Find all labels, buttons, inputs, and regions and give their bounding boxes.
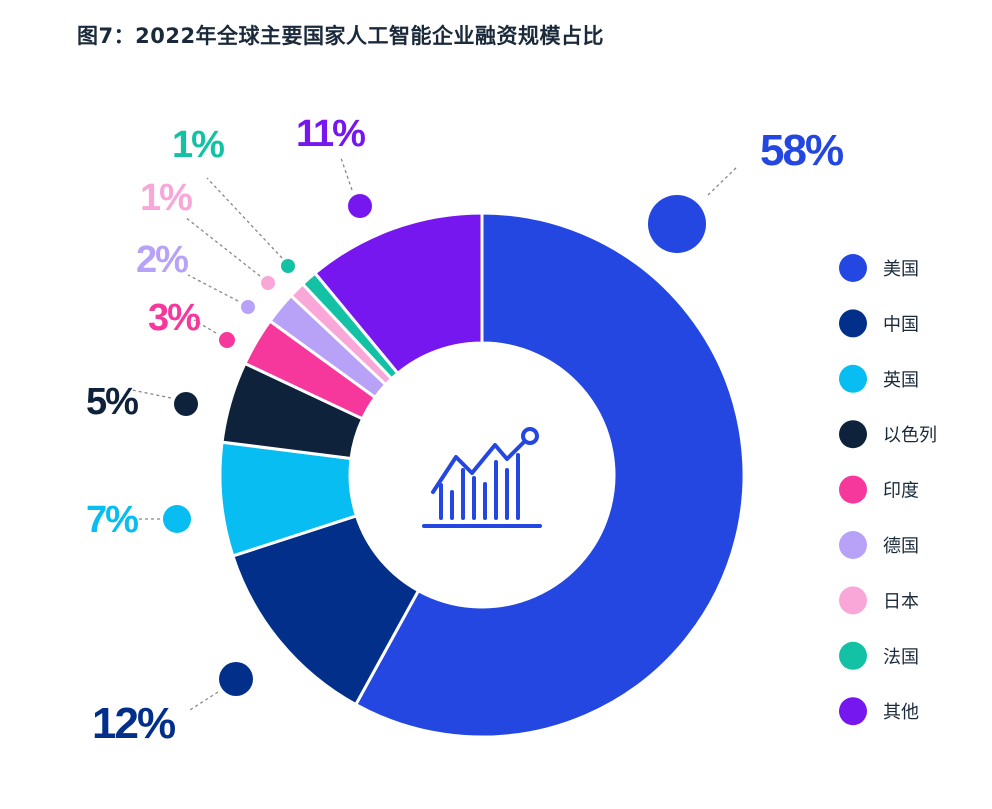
percent-label: 7% — [86, 499, 138, 541]
legend-swatch — [839, 254, 867, 282]
legend-swatch — [839, 364, 867, 393]
callout-dot — [348, 194, 372, 218]
callout-dot — [648, 195, 706, 253]
leader-line — [707, 165, 739, 196]
leader-line — [206, 177, 283, 259]
legend-label: 印度 — [883, 481, 919, 502]
percent-label: 2% — [136, 239, 188, 281]
leader-line — [189, 691, 219, 711]
percent-label: 11% — [296, 113, 365, 155]
chart-title: 图7：2022年全球主要国家人工智能企业融资规模占比 — [77, 24, 605, 48]
leader-line — [193, 319, 217, 334]
donut-hole — [350, 343, 614, 607]
percent-label: 58% — [760, 126, 843, 175]
leader-line — [184, 216, 261, 277]
leader-lines — [131, 157, 739, 711]
callout-dots — [163, 194, 706, 696]
percent-label: 3% — [148, 297, 200, 339]
callout-dot — [281, 259, 295, 273]
legend-swatch — [839, 586, 867, 615]
legend-label: 美国 — [883, 259, 919, 280]
percent-label: 5% — [86, 381, 138, 423]
percent-labels: 58% 12% 7% 5%3% 2% 1% 1% 11% — [86, 113, 845, 748]
leader-line — [131, 389, 172, 399]
legend-swatch — [839, 309, 867, 338]
legend-swatch — [839, 531, 867, 559]
legend-swatch — [839, 641, 867, 670]
legend-label: 日本 — [883, 591, 919, 612]
legend-swatch — [839, 420, 867, 449]
percent-label: 12% — [92, 699, 175, 748]
callout-dot — [174, 392, 198, 416]
slice-其他 — [312, 211, 484, 376]
legend-label: 法国 — [883, 647, 919, 668]
legend-label: 英国 — [883, 370, 919, 391]
leader-line — [340, 157, 353, 191]
legend-swatch — [839, 697, 867, 726]
legend-label: 德国 — [883, 536, 919, 557]
callout-dot — [261, 276, 275, 290]
legend-swatch — [839, 475, 867, 504]
legend-label: 其他 — [883, 702, 919, 723]
legend-label: 中国 — [883, 314, 919, 335]
percent-label: 1% — [172, 124, 224, 166]
legend-label: 以色列 — [883, 425, 937, 446]
callout-dot — [219, 662, 253, 696]
percent-label: 1% — [140, 177, 192, 219]
callout-dot — [163, 505, 191, 533]
callout-dot — [241, 300, 255, 314]
callout-dot — [219, 332, 235, 348]
line-bar-chart-icon — [422, 427, 542, 528]
